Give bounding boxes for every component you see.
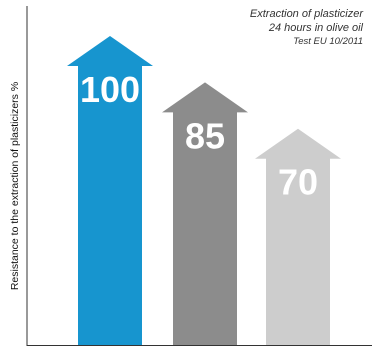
arrow-bar-2	[162, 82, 248, 345]
arrow-bar-1	[67, 36, 153, 345]
arrow-bar-3	[255, 128, 341, 345]
data-label-2: 85	[185, 115, 225, 156]
annotation-line-2: 24 hours in olive oil	[268, 22, 363, 34]
data-label-3: 70	[278, 162, 318, 203]
annotation-line-1: Extraction of plasticizer	[249, 8, 363, 20]
data-label-1: 100	[80, 69, 140, 110]
annotation-line-3: Test EU 10/2011	[293, 36, 363, 47]
